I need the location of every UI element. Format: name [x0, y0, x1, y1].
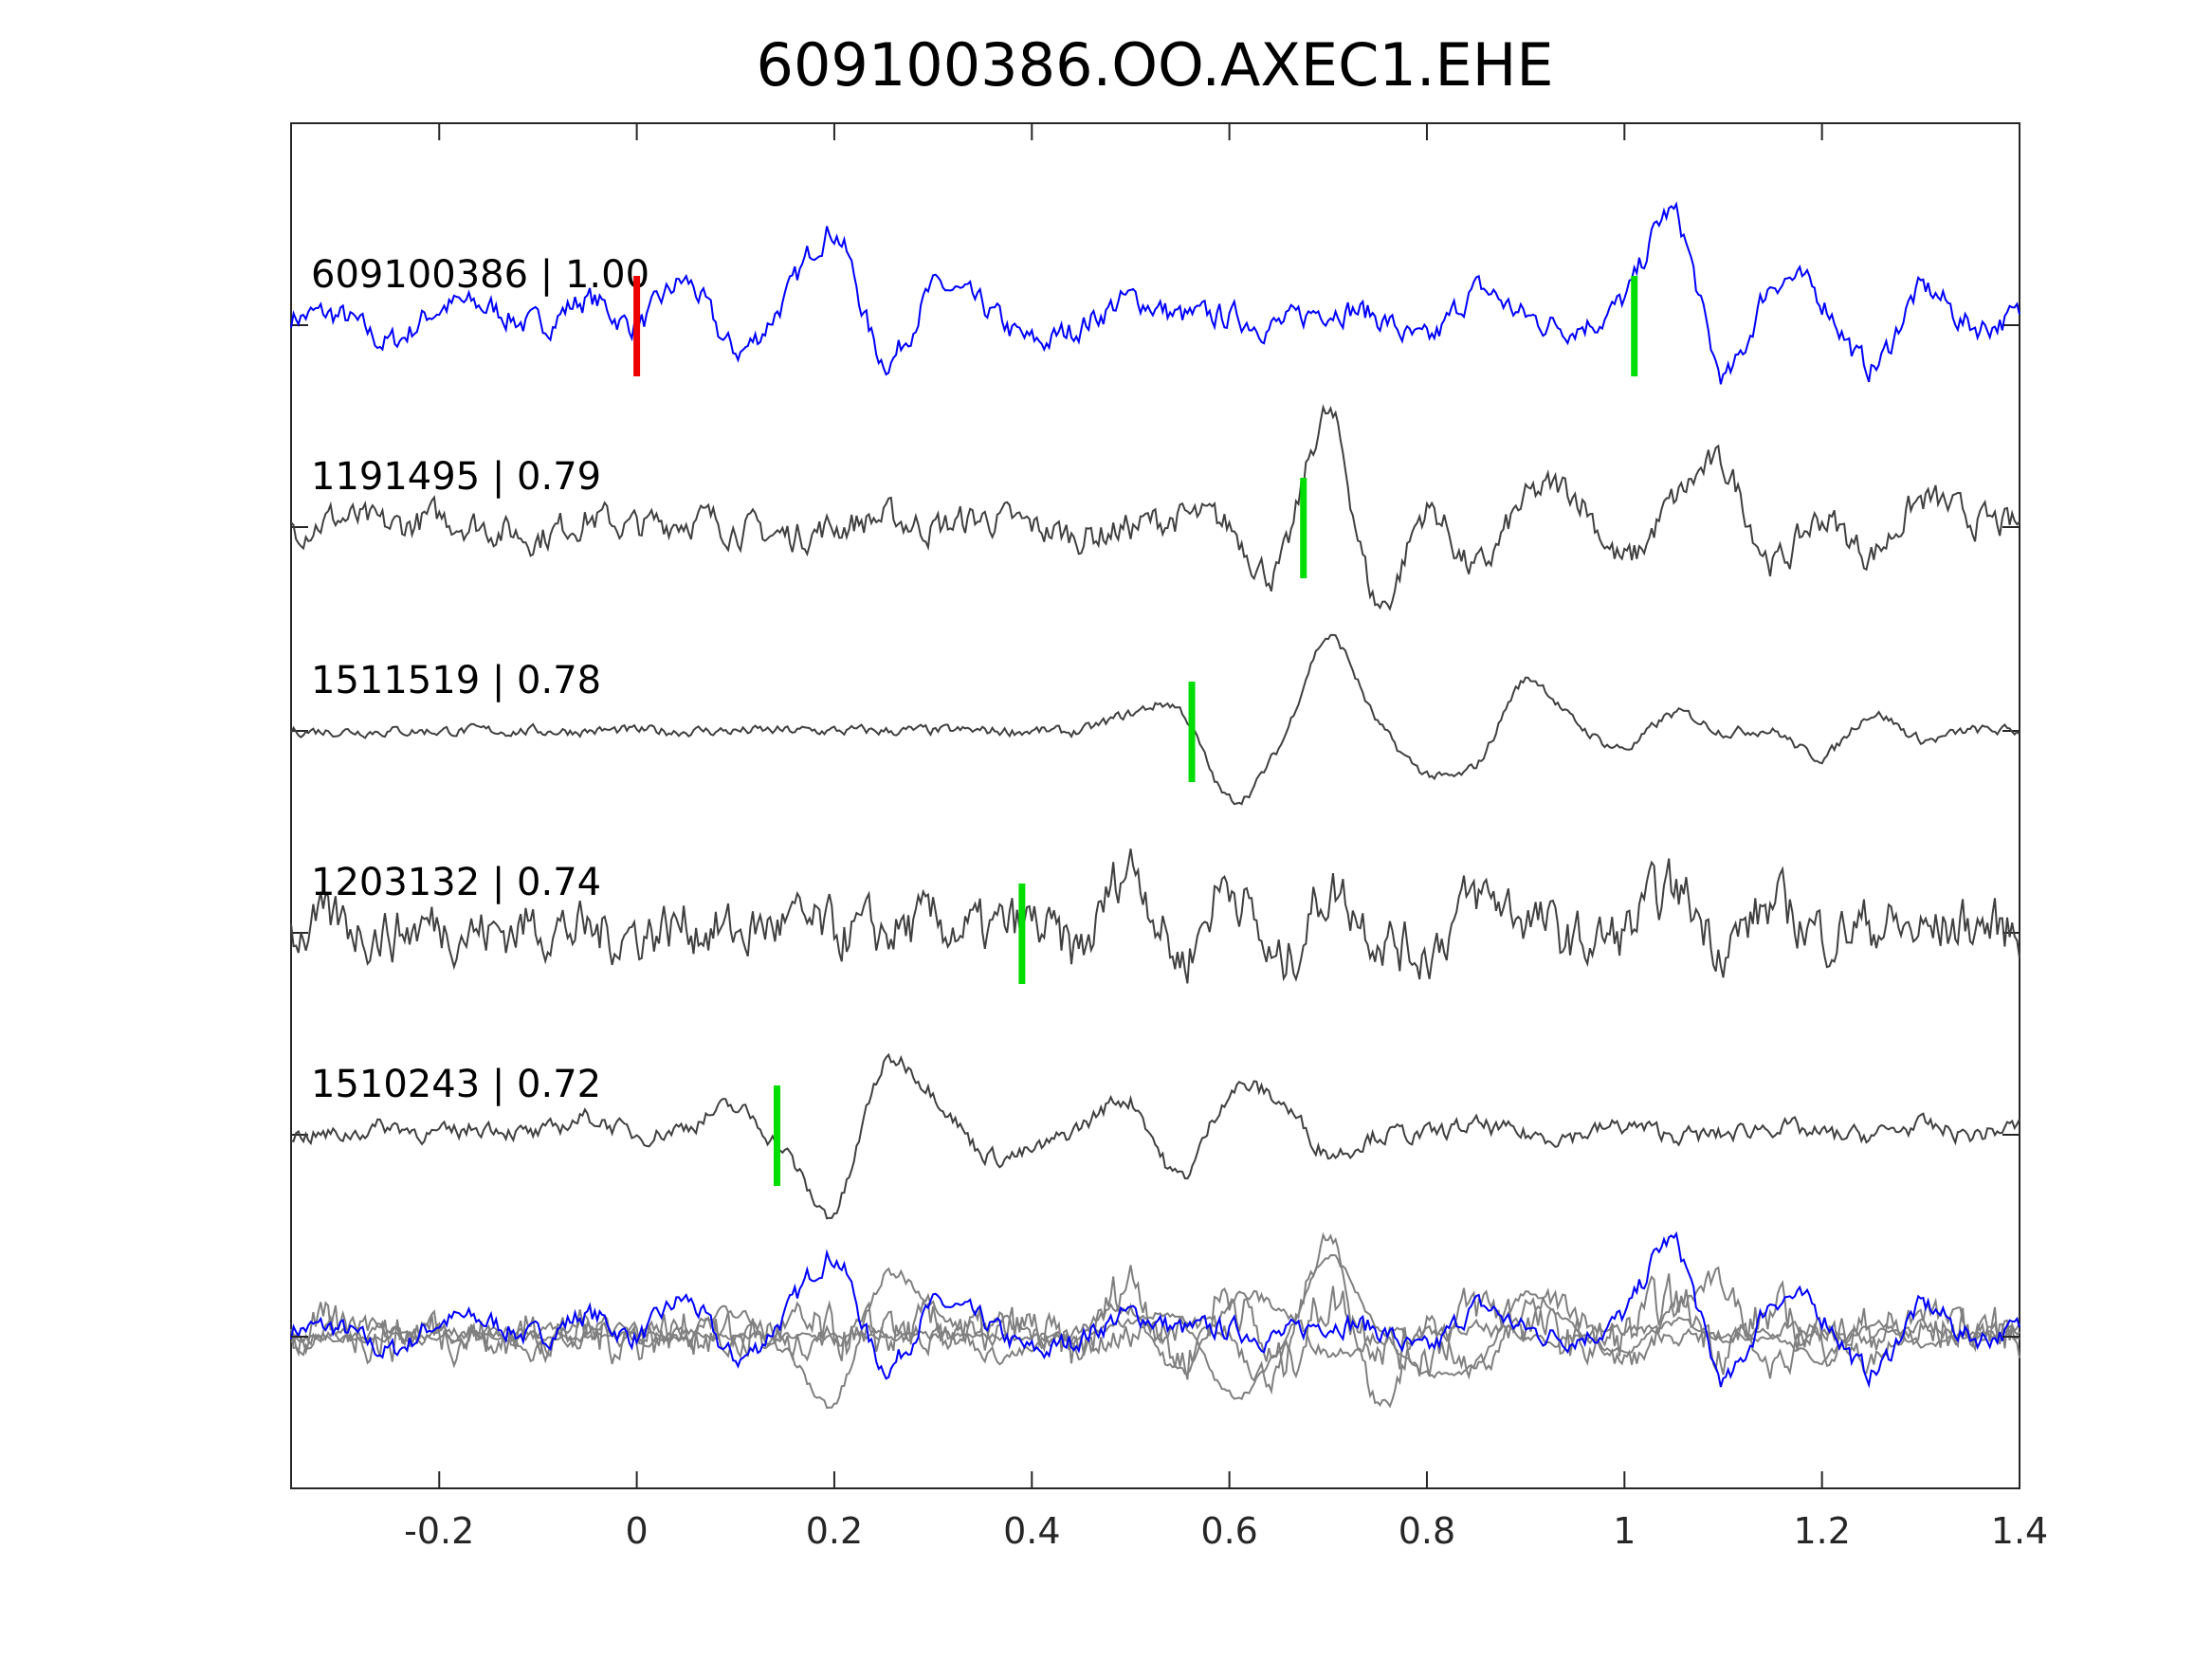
x-tick-label: 1.4	[1991, 1510, 2048, 1552]
axes-frame	[290, 122, 2020, 1489]
x-tick-label: 0.4	[1003, 1510, 1060, 1552]
trace-line	[290, 404, 2020, 611]
stack-overlay	[290, 1231, 2020, 1410]
x-tick-label: 0.2	[806, 1510, 863, 1552]
trace-line	[290, 201, 2020, 385]
trace-5: 1510243 | 0.72	[290, 1052, 2020, 1220]
x-tick-label: 1	[1613, 1510, 1636, 1552]
traces: 609100386 | 1.00 1191495 | 0.79 1511519 | …	[290, 201, 2020, 1410]
stack-trace-line	[290, 1231, 2020, 1409]
x-tick-label: 0.8	[1398, 1510, 1455, 1552]
stack-trace-line	[290, 1267, 2020, 1410]
trace-label: 1191495 | 0.79	[311, 455, 601, 499]
trace-label: 1511519 | 0.78	[311, 659, 601, 702]
x-tick-label: -0.2	[404, 1510, 474, 1552]
stack-trace-line	[290, 1231, 2020, 1389]
chart-title: 609100386.OO.AXEC1.EHE	[757, 30, 1554, 100]
trace-4: 1203132 | 0.74	[290, 848, 2020, 984]
trace-line	[290, 1052, 2020, 1220]
trace-label: 609100386 | 1.00	[311, 253, 649, 297]
trace-3: 1511519 | 0.78	[290, 633, 2020, 806]
x-tick-label: 1.2	[1793, 1510, 1850, 1552]
trace-line	[290, 633, 2020, 806]
trace-label: 1510243 | 0.72	[311, 1063, 601, 1106]
x-axis: -0.2 0 0.2 0.4 0.6 0.8 1 1.2 1.4	[404, 123, 2048, 1552]
trace-2: 1191495 | 0.79	[290, 404, 2020, 611]
trace-line	[290, 848, 2020, 984]
x-tick-label: 0	[626, 1510, 649, 1552]
trace-label: 1203132 | 0.74	[311, 861, 601, 904]
trace-1: 609100386 | 1.00	[290, 201, 2020, 385]
x-tick-label: 0.6	[1200, 1510, 1257, 1552]
stack-trace-line	[290, 1253, 2020, 1400]
